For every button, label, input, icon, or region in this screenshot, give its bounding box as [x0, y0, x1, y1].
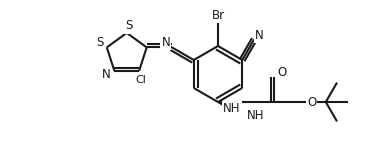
Text: S: S — [96, 36, 103, 49]
Text: N: N — [102, 68, 111, 81]
Text: S: S — [125, 19, 132, 32]
Text: N: N — [255, 29, 264, 42]
Text: N: N — [162, 36, 170, 49]
Text: Cl: Cl — [135, 75, 147, 85]
Text: Br: Br — [212, 9, 225, 22]
Text: O: O — [307, 95, 316, 108]
Text: NH: NH — [247, 109, 264, 122]
Text: O: O — [278, 66, 287, 79]
Text: NH: NH — [223, 103, 241, 115]
